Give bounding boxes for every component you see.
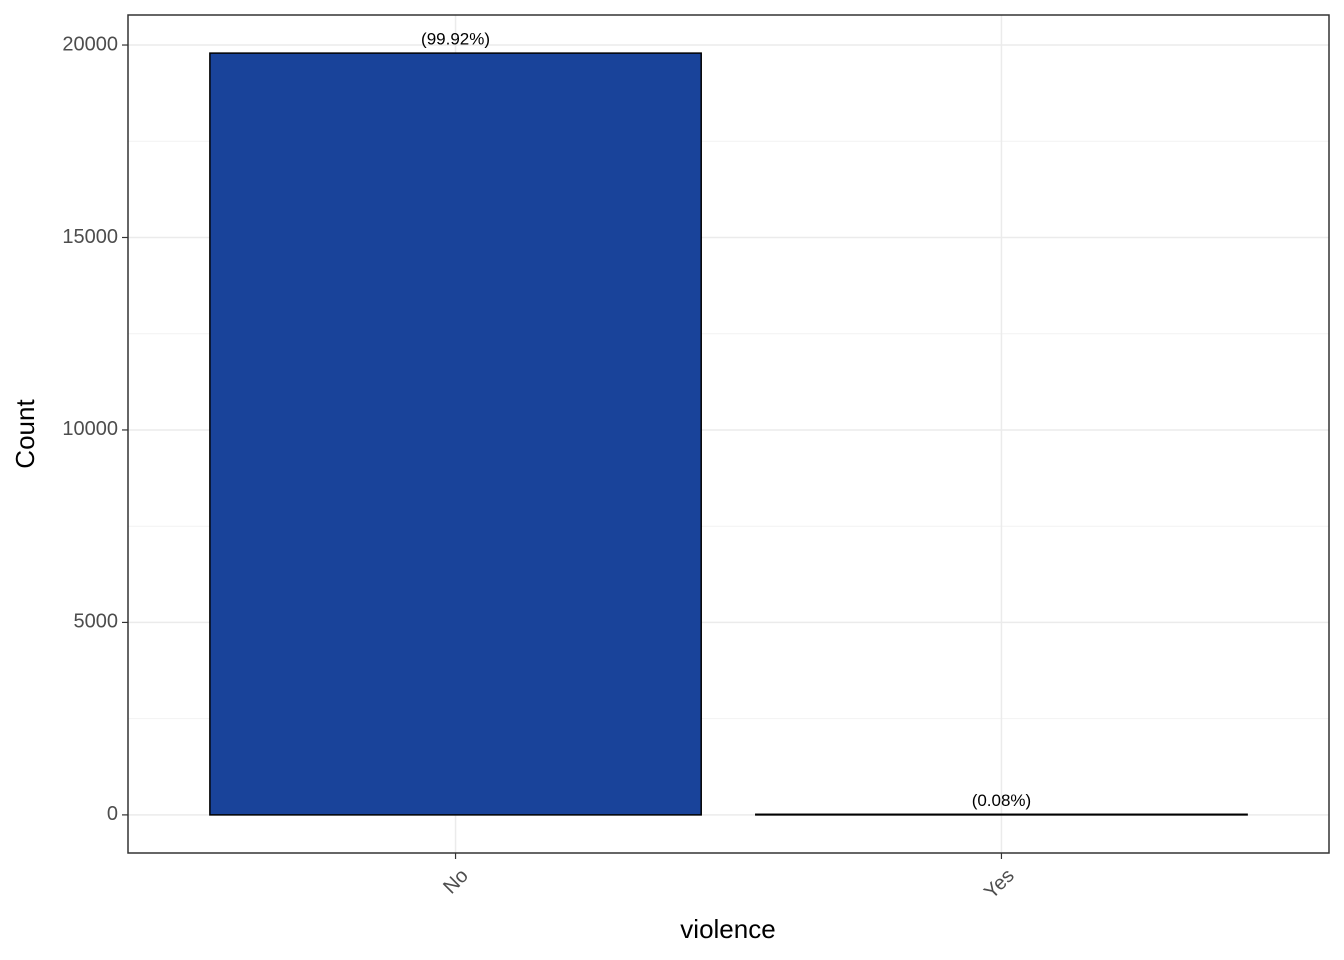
y-tick-label: 15000	[62, 226, 118, 248]
bar-annotation: (0.08%)	[972, 791, 1032, 810]
panel-border	[127, 14, 1330, 854]
y-tick-label: 20000	[62, 33, 118, 55]
bar	[209, 52, 702, 816]
y-tick-label: 10000	[62, 418, 118, 440]
y-tick-label: 5000	[74, 611, 119, 633]
y-tick-label: 0	[107, 803, 118, 825]
y-axis-title: Count	[10, 399, 40, 469]
x-axis-title: violence	[680, 914, 775, 944]
bar-annotation: (99.92%)	[421, 30, 490, 49]
bar	[755, 813, 1248, 816]
